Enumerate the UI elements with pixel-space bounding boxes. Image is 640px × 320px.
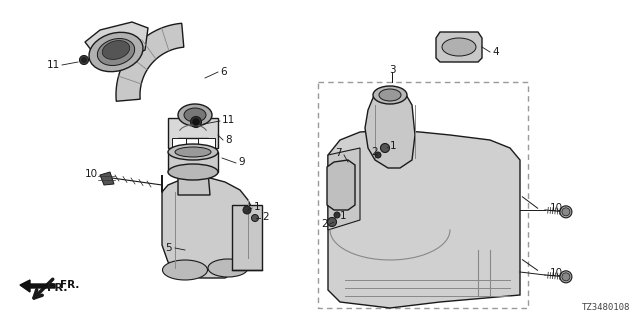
Polygon shape [198,138,215,152]
Ellipse shape [375,152,381,158]
Ellipse shape [560,206,572,218]
Text: 4: 4 [492,47,499,57]
Text: 2: 2 [262,212,269,222]
Polygon shape [100,172,114,185]
Ellipse shape [562,273,570,281]
Ellipse shape [379,89,401,101]
Text: 7: 7 [335,148,342,158]
Ellipse shape [89,32,143,72]
Text: 2: 2 [371,147,378,157]
Ellipse shape [328,218,337,227]
Polygon shape [168,118,218,148]
Ellipse shape [381,143,390,153]
Polygon shape [85,22,148,62]
Polygon shape [168,152,218,172]
Polygon shape [365,93,415,168]
Text: 1: 1 [340,211,347,221]
Ellipse shape [81,58,86,62]
Ellipse shape [178,104,212,126]
Polygon shape [20,280,55,292]
Text: 6: 6 [220,67,227,77]
Ellipse shape [560,271,572,283]
Ellipse shape [334,212,340,218]
Ellipse shape [442,38,476,56]
Ellipse shape [184,108,206,122]
Ellipse shape [175,147,211,157]
Ellipse shape [373,86,407,104]
Text: 10: 10 [550,203,563,213]
Text: 2: 2 [321,219,328,229]
Polygon shape [328,130,520,308]
Ellipse shape [168,144,218,160]
Ellipse shape [252,214,259,221]
Text: 8: 8 [225,135,232,145]
Ellipse shape [243,206,251,214]
Polygon shape [232,205,262,270]
Text: 10: 10 [85,169,98,179]
Polygon shape [178,172,210,195]
Ellipse shape [168,164,218,180]
Text: 9: 9 [238,157,244,167]
Polygon shape [172,138,186,152]
Ellipse shape [102,41,130,60]
Text: 1: 1 [254,202,260,212]
Text: 1: 1 [390,141,397,151]
Polygon shape [327,160,355,210]
Text: 10: 10 [550,268,563,278]
Text: FR.: FR. [60,280,79,290]
Polygon shape [162,175,258,278]
Text: 11: 11 [47,60,60,70]
Polygon shape [436,32,482,62]
Text: FR.: FR. [47,283,67,293]
Text: 11: 11 [222,115,236,125]
Ellipse shape [208,259,248,277]
Ellipse shape [562,208,570,216]
Polygon shape [328,148,360,230]
Ellipse shape [97,38,134,66]
Ellipse shape [193,118,200,125]
Text: 5: 5 [165,243,172,253]
Ellipse shape [191,116,202,127]
Text: TZ3480108: TZ3480108 [582,303,630,312]
Ellipse shape [79,55,88,65]
Ellipse shape [163,260,207,280]
Text: 3: 3 [388,65,396,75]
Polygon shape [116,23,184,101]
